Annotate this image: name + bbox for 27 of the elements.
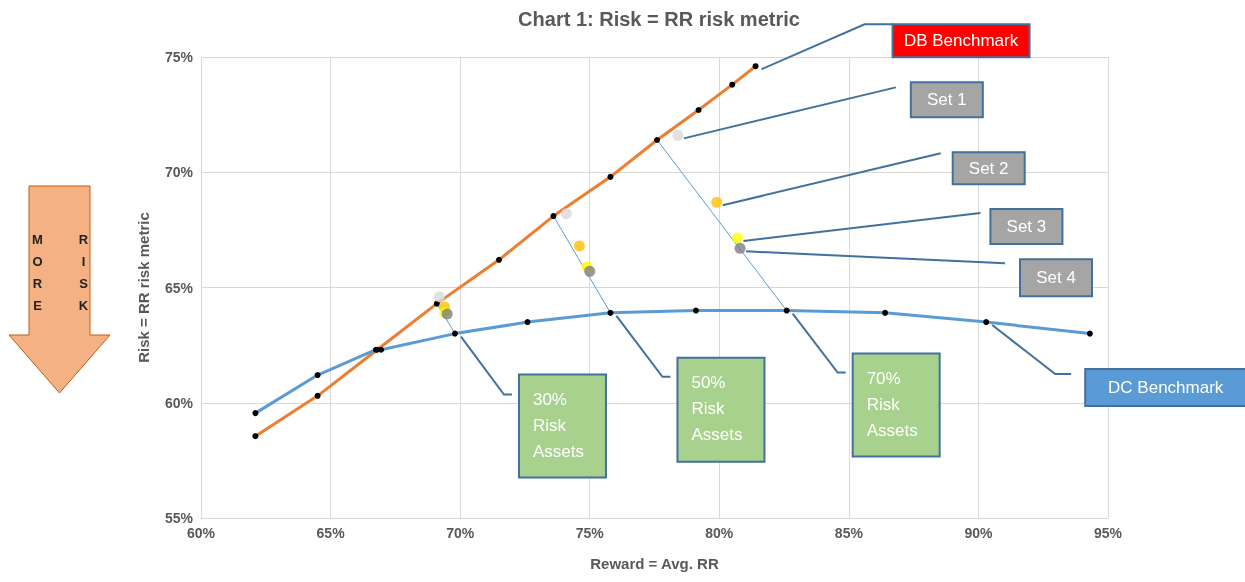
text: RISK [76,232,91,320]
chart-title: Chart 1: Risk = RR risk metric [518,8,800,30]
y-tick-label: 75% [164,49,194,65]
y-axis-title: Risk = RR risk metric [135,212,152,363]
y-tick-label: 60% [164,394,194,411]
text: 50% Risk Assets [691,373,743,445]
text: DC Benchmark [1108,378,1224,398]
text: DB Benchmark [903,31,1019,51]
x-axis-title: Reward = Avg. RR [590,555,719,572]
x-tick-label: 75% [575,525,605,541]
y-tick-label: 55% [164,510,194,526]
text: MORE [30,232,45,320]
x-tick-label: 90% [964,525,993,541]
x-tick-label: 80% [705,525,734,541]
x-tick-label: 95% [1093,525,1123,541]
text: Set 3 [1006,216,1047,236]
x-tick-label: 60% [186,525,216,541]
x-tick-label: 85% [834,525,864,541]
text: 70% Risk Assets [866,369,918,441]
text: Set 4 [1036,268,1076,288]
x-tick-label: 65% [316,525,346,541]
x-tick-label: 70% [446,525,475,541]
text: 30% Risk Assets [532,390,584,462]
text: Set 2 [968,158,1009,178]
y-tick-label: 70% [164,164,194,181]
text: Set 1 [926,90,967,110]
y-tick-label: 65% [164,279,194,296]
